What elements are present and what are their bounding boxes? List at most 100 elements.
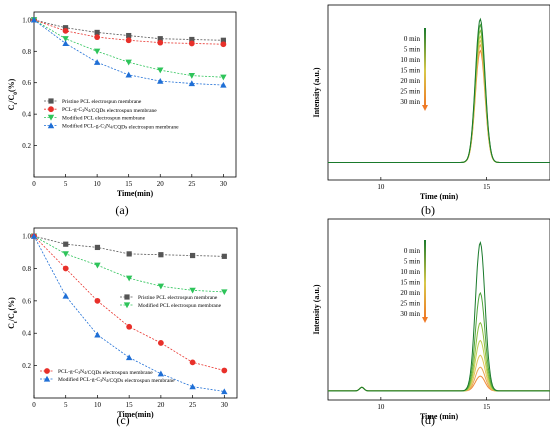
time-label: 25 min bbox=[400, 300, 420, 308]
chromatogram-1 bbox=[328, 241, 550, 392]
data-point bbox=[125, 354, 133, 361]
y-axis-label: Ct/C0(%) bbox=[7, 297, 19, 329]
time-label: 30 min bbox=[400, 310, 420, 318]
data-point bbox=[221, 289, 228, 296]
chromatogram-4 bbox=[328, 34, 550, 163]
x-tick-label: 15 bbox=[126, 401, 134, 409]
plot-frame bbox=[33, 227, 238, 399]
legend-label: Modified PCL electrospun membrane bbox=[138, 302, 222, 309]
data-point bbox=[188, 73, 196, 79]
y-axis-label: Intensity (a.u.) bbox=[312, 67, 321, 117]
data-point bbox=[157, 39, 164, 46]
x-tick-label: 20 bbox=[157, 180, 165, 188]
data-point bbox=[221, 367, 228, 374]
data-point bbox=[220, 41, 227, 48]
chart-panel-b: 10 15 Time (min) Intensity (a.u.) 0 min 5 min… bbox=[312, 4, 550, 201]
x-tick-label: 25 bbox=[189, 401, 197, 409]
x-tick-label: 10 bbox=[377, 183, 385, 191]
legend-marker bbox=[43, 375, 51, 382]
data-point bbox=[189, 252, 196, 259]
chromatogram-3 bbox=[328, 29, 550, 163]
y-tick-label: 0.2 bbox=[22, 362, 31, 370]
data-point bbox=[30, 16, 38, 23]
x-tick-label: 30 bbox=[220, 180, 228, 188]
chromatogram-5 bbox=[328, 354, 550, 392]
data-point bbox=[94, 331, 101, 338]
data-point bbox=[62, 265, 69, 272]
data-point bbox=[189, 359, 196, 366]
time-arrow-shaft bbox=[424, 240, 426, 318]
data-point bbox=[62, 25, 69, 31]
legend-label: Pristine PCL electrospun membrane bbox=[62, 99, 142, 105]
chart-panel-c: 0 5 10 15 20 25 30 0.2 0.4 0.6 0.8 1.0 Time(min) Ct/C… bbox=[7, 227, 238, 419]
x-tick-label: 15 bbox=[125, 180, 133, 188]
legend-label: Pristine PCL electrospun membrane bbox=[138, 295, 218, 301]
time-label: 30 min bbox=[400, 98, 420, 106]
y-tick-label: 1.0 bbox=[22, 16, 31, 24]
x-tick-label: 15 bbox=[483, 183, 491, 191]
plot-frame bbox=[33, 11, 237, 178]
x-axis-label: Time(min) bbox=[117, 410, 154, 419]
y-tick-label: 0.2 bbox=[22, 142, 31, 150]
data-point bbox=[30, 232, 38, 239]
y-axis-label: Ct/C0(%) bbox=[7, 78, 19, 110]
data-point bbox=[94, 34, 101, 41]
legend-marker bbox=[44, 368, 50, 374]
data-point bbox=[157, 370, 165, 377]
data-point bbox=[93, 48, 101, 55]
chromatogram-4 bbox=[328, 339, 550, 392]
data-point bbox=[188, 40, 195, 47]
data-point bbox=[126, 251, 132, 257]
x-tick-label: 0 bbox=[32, 401, 36, 409]
data-point bbox=[94, 29, 100, 36]
time-label: 0 min bbox=[404, 35, 421, 43]
legend-label: Modified PCL electrospun membrane bbox=[62, 114, 146, 121]
data-point bbox=[125, 37, 132, 44]
series-line-3 bbox=[33, 19, 224, 78]
y-tick-label: 0.4 bbox=[22, 111, 31, 119]
legend-marker bbox=[47, 122, 55, 129]
x-tick-label: 10 bbox=[94, 180, 102, 188]
time-label: 15 min bbox=[400, 279, 420, 287]
legend-marker bbox=[48, 98, 54, 104]
data-point bbox=[157, 340, 164, 346]
time-label: 20 min bbox=[400, 77, 420, 85]
chart-panel-a: 0 5 10 15 20 25 30 0.2 0.4 0.6 0.8 1.0 Time(min) Ct/C… bbox=[7, 11, 237, 198]
x-tick-label: 30 bbox=[221, 401, 229, 409]
chart-panel-d: 10 15 Time (min) Intensity (a.u.) 0 min 5 min… bbox=[312, 218, 550, 421]
data-point bbox=[126, 323, 133, 330]
data-point bbox=[220, 81, 227, 88]
time-label: 15 min bbox=[400, 67, 420, 75]
data-point bbox=[189, 383, 196, 390]
x-tick-label: 5 bbox=[64, 180, 68, 188]
time-label: 5 min bbox=[404, 46, 421, 54]
data-point bbox=[157, 36, 163, 42]
data-point bbox=[125, 275, 133, 282]
x-tick-label: 10 bbox=[94, 401, 102, 409]
y-axis-label: Intensity (a.u.) bbox=[312, 284, 321, 334]
x-tick-label: 10 bbox=[377, 403, 385, 411]
x-tick-label: 5 bbox=[64, 401, 68, 409]
x-axis-label: Time(min) bbox=[117, 189, 154, 198]
data-point bbox=[93, 59, 101, 65]
chromatogram-7 bbox=[328, 375, 550, 392]
data-point bbox=[94, 262, 101, 269]
y-tick-label: 0.6 bbox=[22, 297, 31, 305]
legend-label: Modified PCL-g-C3N4/CQDs electrospun mem… bbox=[58, 376, 175, 384]
chromatogram-1 bbox=[328, 17, 550, 163]
data-point bbox=[158, 252, 164, 258]
data-point bbox=[220, 74, 227, 81]
y-tick-label: 0.4 bbox=[22, 330, 31, 338]
data-point bbox=[62, 40, 69, 47]
data-point bbox=[126, 32, 132, 39]
x-tick-label: 20 bbox=[157, 401, 165, 409]
x-axis-label: Time (min) bbox=[420, 412, 459, 421]
time-arrow-head bbox=[422, 317, 428, 323]
plot-frame bbox=[327, 4, 550, 181]
y-tick-label: 0.8 bbox=[22, 48, 31, 56]
series-line-2 bbox=[33, 235, 225, 293]
data-point bbox=[62, 36, 69, 42]
legend-label: Modified PCL-g-C3N4/CQDs electrospun mem… bbox=[62, 123, 179, 131]
time-label: 25 min bbox=[400, 88, 420, 96]
